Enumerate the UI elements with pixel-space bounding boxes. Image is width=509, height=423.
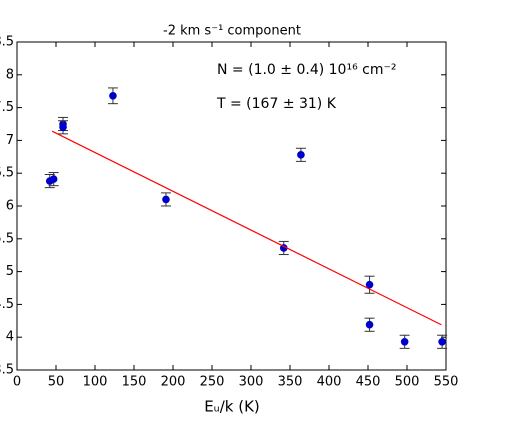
- x-tick-label: 500: [395, 375, 420, 390]
- x-tick-label: 200: [161, 375, 186, 390]
- data-point: [59, 123, 67, 132]
- data-point: [365, 280, 374, 289]
- x-tick-label: 450: [356, 375, 381, 390]
- y-tick-label: 4.5: [0, 297, 14, 312]
- x-tick-label: 300: [239, 375, 264, 390]
- plot-frame: [16, 41, 447, 371]
- y-tick-label: 5.5: [0, 231, 14, 246]
- x-tick-label: 50: [48, 375, 65, 390]
- chart-title: -2 km s⁻¹ component: [163, 24, 301, 39]
- x-tick-label: 550: [434, 375, 459, 390]
- x-axis-label: Eᵤ/k (K): [204, 398, 260, 416]
- x-tick-label: 400: [317, 375, 342, 390]
- y-tick-label: 8: [6, 67, 14, 82]
- y-tick-label: 7.5: [0, 100, 14, 115]
- data-point: [365, 320, 374, 329]
- y-tick-label: 6.5: [0, 166, 14, 181]
- y-tick-label: 3.5: [0, 363, 14, 378]
- y-tick-label: 4: [6, 330, 14, 345]
- x-tick-label: 250: [200, 375, 225, 390]
- data-point: [49, 175, 58, 183]
- x-tick-label: 150: [122, 375, 147, 390]
- fit-line: [51, 130, 442, 326]
- y-tick-label: 7: [6, 133, 14, 148]
- data-point: [109, 91, 117, 100]
- data-point: [162, 195, 170, 204]
- data-point: [400, 337, 409, 346]
- x-tick-label: 0: [13, 375, 21, 390]
- x-tick-label: 100: [83, 375, 108, 390]
- annotation: T = (167 ± 31) K: [216, 96, 337, 112]
- y-tick-label: 6: [6, 199, 14, 214]
- data-point: [297, 151, 305, 159]
- annotation: N = (1.0 ± 0.4) 10¹⁶ cm⁻²: [217, 62, 396, 78]
- data-point: [438, 337, 446, 346]
- y-tick-label: 8.5: [0, 35, 14, 50]
- y-tick-label: 5: [6, 264, 14, 279]
- x-tick-label: 350: [278, 375, 303, 390]
